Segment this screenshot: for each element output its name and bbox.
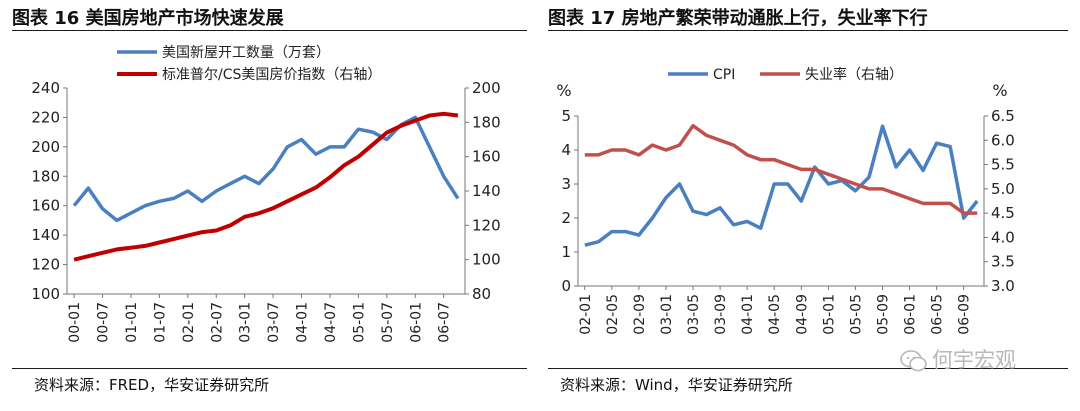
right-chart-title: 图表 17 房地产繁荣带动通胀上行，失业率下行 (548, 8, 928, 29)
x-tick-label: 02-01 (578, 294, 594, 335)
right-y-tick-label: 4.0 (991, 228, 1015, 246)
left-source-rule (12, 368, 527, 369)
x-tick-label: 04-07 (323, 302, 339, 343)
legend-label-2: 失业率（右轴） (805, 66, 903, 83)
x-tick-label: 03-05 (686, 294, 702, 335)
x-tick-label: 01-01 (124, 302, 140, 343)
left-y-tick-label: 5 (561, 107, 571, 125)
left-axis-unit: % (556, 81, 571, 100)
right-y-tick-label: 160 (472, 148, 501, 166)
left-y-tick-label: 160 (31, 197, 60, 215)
series-line-2 (73, 111, 459, 262)
right-axis-unit: % (992, 81, 1007, 100)
series-line-2 (584, 123, 978, 215)
wechat-icon (900, 350, 927, 372)
left-y-tick-label: 100 (31, 285, 60, 303)
right-y-tick-label: 100 (472, 251, 501, 269)
right-y-tick-label: 5.0 (991, 180, 1015, 198)
left-chart-title: 图表 16 美国房地产市场快速发展 (12, 8, 284, 29)
left-y-tick-label: 120 (31, 256, 60, 274)
x-tick-label: 06-01 (408, 302, 424, 343)
series-line-1 (72, 115, 460, 223)
left-y-tick-label: 220 (31, 108, 60, 126)
x-tick-label: 06-07 (437, 302, 453, 343)
x-tick-label: 04-09 (794, 294, 810, 335)
right-y-tick-label: 200 (472, 79, 501, 97)
x-tick-label: 02-09 (632, 294, 648, 335)
right-source-rule (548, 368, 1068, 369)
left-y-tick-label: 200 (31, 138, 60, 156)
right-y-tick-label: 3.0 (991, 277, 1015, 295)
left-title-rule (12, 30, 527, 31)
x-tick-label: 03-07 (266, 302, 282, 343)
left-y-tick-label: 180 (31, 167, 60, 185)
x-tick-label: 01-07 (152, 302, 168, 343)
right-y-tick-label: 80 (472, 285, 491, 303)
cpi-unemployment-chart: 0 1 2 3 4 5 3.0 3.5 4.0 4.5 5.0 5.5 6.0 6.5% % 02-01 02-… (556, 66, 1015, 335)
x-tick-label: 06-05 (930, 294, 946, 335)
x-tick-label: 06-01 (903, 294, 919, 335)
x-tick-label: 03-01 (238, 302, 254, 343)
x-tick-label: 06-09 (957, 294, 973, 335)
left-y-tick-label: 2 (561, 209, 571, 227)
left-y-tick-label: 140 (31, 226, 60, 244)
x-tick-label: 03-09 (713, 294, 729, 335)
right-y-tick-label: 3.5 (991, 253, 1015, 271)
left-y-tick-label: 3 (561, 175, 571, 193)
x-tick-label: 02-05 (605, 294, 621, 335)
right-y-tick-label: 140 (472, 182, 501, 200)
x-tick-label: 00-07 (96, 302, 112, 343)
legend-label-1: CPI (713, 67, 735, 83)
series-line-1 (584, 124, 979, 247)
x-tick-label: 04-05 (767, 294, 783, 335)
right-title-rule (548, 30, 1068, 31)
left-y-tick-label: 4 (561, 141, 571, 159)
left-y-tick-label: 240 (31, 79, 60, 97)
right-y-tick-label: 4.5 (991, 204, 1015, 222)
legend-label-2: 标准普尔/CS美国房价指数（右轴） (162, 67, 381, 83)
legend-label-1: 美国新屋开工数量（万套） (162, 45, 330, 61)
left-source-text: 资料来源：FRED，华安证券研究所 (34, 376, 270, 394)
watermark: 何宇宏观 (900, 344, 1016, 374)
x-tick-label: 02-07 (209, 302, 225, 343)
x-tick-label: 04-01 (295, 302, 311, 343)
right-y-tick-label: 6.5 (991, 107, 1015, 125)
housing-starts-chart: 100 120 140 160 180 200 220 240 80 100 120 140 160 18… (31, 45, 501, 343)
right-y-tick-label: 120 (472, 216, 501, 234)
right-y-tick-label: 5.5 (991, 156, 1015, 174)
left-y-tick-label: 1 (561, 243, 571, 261)
right-source-text: 资料来源：Wind，华安证券研究所 (560, 376, 793, 394)
x-tick-label: 00-01 (67, 302, 83, 343)
right-y-tick-label: 6.0 (991, 131, 1015, 149)
right-y-tick-label: 180 (472, 113, 501, 131)
x-tick-label: 05-01 (821, 294, 837, 335)
x-tick-label: 02-01 (181, 302, 197, 343)
x-tick-label: 03-01 (659, 294, 675, 335)
x-tick-label: 05-05 (848, 294, 864, 335)
watermark-text: 何宇宏观 (932, 348, 1016, 372)
x-tick-label: 04-01 (740, 294, 756, 335)
x-tick-label: 05-01 (351, 302, 367, 343)
x-tick-label: 05-09 (876, 294, 892, 335)
left-y-tick-label: 0 (561, 277, 571, 295)
x-tick-label: 05-07 (380, 302, 396, 343)
